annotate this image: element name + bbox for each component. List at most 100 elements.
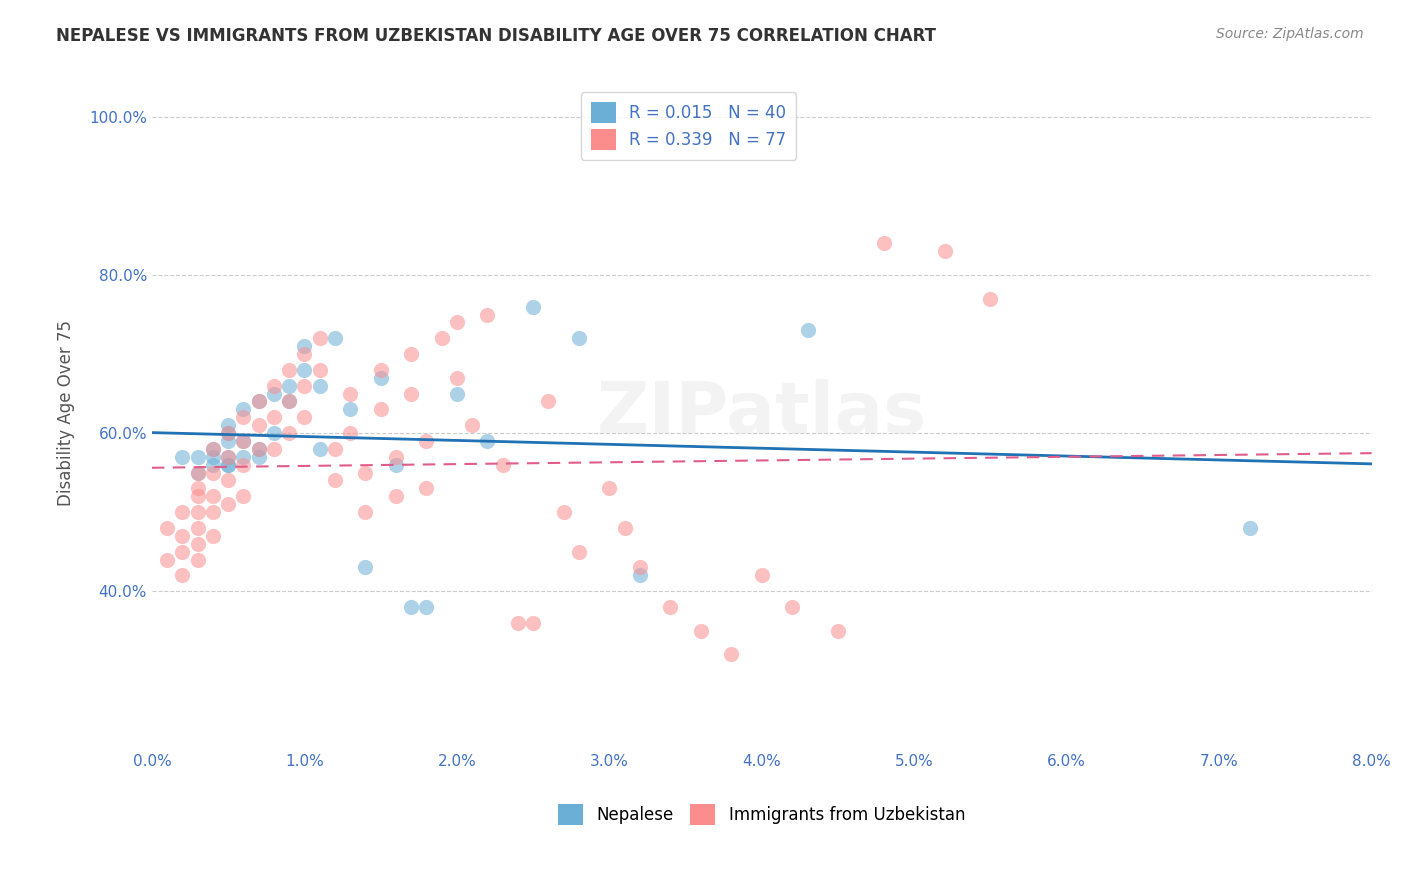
- Point: [430, 331, 453, 345]
- Point: [1239, 521, 1261, 535]
- Point: [187, 505, 209, 519]
- Point: [217, 497, 239, 511]
- Point: [172, 450, 194, 464]
- Point: [247, 450, 270, 464]
- Point: [217, 458, 239, 472]
- Point: [308, 378, 330, 392]
- Point: [628, 560, 651, 574]
- Point: [217, 458, 239, 472]
- Point: [522, 300, 544, 314]
- Point: [201, 450, 224, 464]
- Point: [247, 442, 270, 456]
- Point: [689, 624, 711, 638]
- Text: ZIPatlas: ZIPatlas: [596, 379, 927, 448]
- Point: [263, 386, 285, 401]
- Point: [979, 292, 1001, 306]
- Point: [217, 434, 239, 448]
- Legend: Nepalese, Immigrants from Uzbekistan: Nepalese, Immigrants from Uzbekistan: [551, 797, 972, 831]
- Point: [201, 442, 224, 456]
- Point: [720, 648, 742, 662]
- Point: [292, 347, 315, 361]
- Point: [354, 560, 377, 574]
- Point: [232, 402, 254, 417]
- Point: [217, 450, 239, 464]
- Point: [232, 410, 254, 425]
- Point: [217, 426, 239, 441]
- Point: [354, 505, 377, 519]
- Point: [477, 308, 499, 322]
- Point: [232, 434, 254, 448]
- Point: [201, 442, 224, 456]
- Point: [628, 568, 651, 582]
- Point: [415, 434, 437, 448]
- Point: [354, 466, 377, 480]
- Point: [201, 466, 224, 480]
- Point: [568, 331, 591, 345]
- Point: [263, 378, 285, 392]
- Point: [187, 552, 209, 566]
- Point: [187, 450, 209, 464]
- Point: [278, 378, 301, 392]
- Point: [477, 434, 499, 448]
- Point: [217, 426, 239, 441]
- Point: [263, 426, 285, 441]
- Point: [263, 410, 285, 425]
- Point: [827, 624, 849, 638]
- Point: [278, 394, 301, 409]
- Point: [446, 386, 468, 401]
- Point: [613, 521, 636, 535]
- Point: [187, 489, 209, 503]
- Point: [751, 568, 773, 582]
- Point: [370, 363, 392, 377]
- Point: [247, 394, 270, 409]
- Point: [217, 474, 239, 488]
- Point: [292, 363, 315, 377]
- Point: [232, 489, 254, 503]
- Point: [399, 347, 422, 361]
- Point: [217, 418, 239, 433]
- Point: [187, 466, 209, 480]
- Point: [370, 370, 392, 384]
- Point: [796, 323, 818, 337]
- Point: [537, 394, 560, 409]
- Point: [187, 466, 209, 480]
- Point: [446, 370, 468, 384]
- Point: [263, 442, 285, 456]
- Point: [598, 482, 620, 496]
- Point: [278, 394, 301, 409]
- Point: [370, 402, 392, 417]
- Point: [247, 442, 270, 456]
- Point: [461, 418, 484, 433]
- Point: [553, 505, 575, 519]
- Point: [201, 529, 224, 543]
- Point: [292, 339, 315, 353]
- Point: [232, 458, 254, 472]
- Point: [156, 552, 179, 566]
- Point: [187, 537, 209, 551]
- Point: [232, 450, 254, 464]
- Point: [323, 331, 346, 345]
- Text: NEPALESE VS IMMIGRANTS FROM UZBEKISTAN DISABILITY AGE OVER 75 CORRELATION CHART: NEPALESE VS IMMIGRANTS FROM UZBEKISTAN D…: [56, 27, 936, 45]
- Point: [187, 482, 209, 496]
- Point: [399, 599, 422, 614]
- Point: [308, 331, 330, 345]
- Point: [187, 521, 209, 535]
- Point: [247, 418, 270, 433]
- Point: [415, 482, 437, 496]
- Point: [446, 315, 468, 329]
- Point: [278, 363, 301, 377]
- Point: [339, 386, 361, 401]
- Point: [201, 458, 224, 472]
- Point: [659, 599, 682, 614]
- Point: [934, 244, 956, 259]
- Y-axis label: Disability Age Over 75: Disability Age Over 75: [58, 320, 75, 507]
- Point: [385, 489, 408, 503]
- Point: [232, 434, 254, 448]
- Point: [339, 426, 361, 441]
- Point: [172, 505, 194, 519]
- Point: [308, 363, 330, 377]
- Point: [415, 599, 437, 614]
- Text: Source: ZipAtlas.com: Source: ZipAtlas.com: [1216, 27, 1364, 41]
- Point: [522, 615, 544, 630]
- Point: [217, 450, 239, 464]
